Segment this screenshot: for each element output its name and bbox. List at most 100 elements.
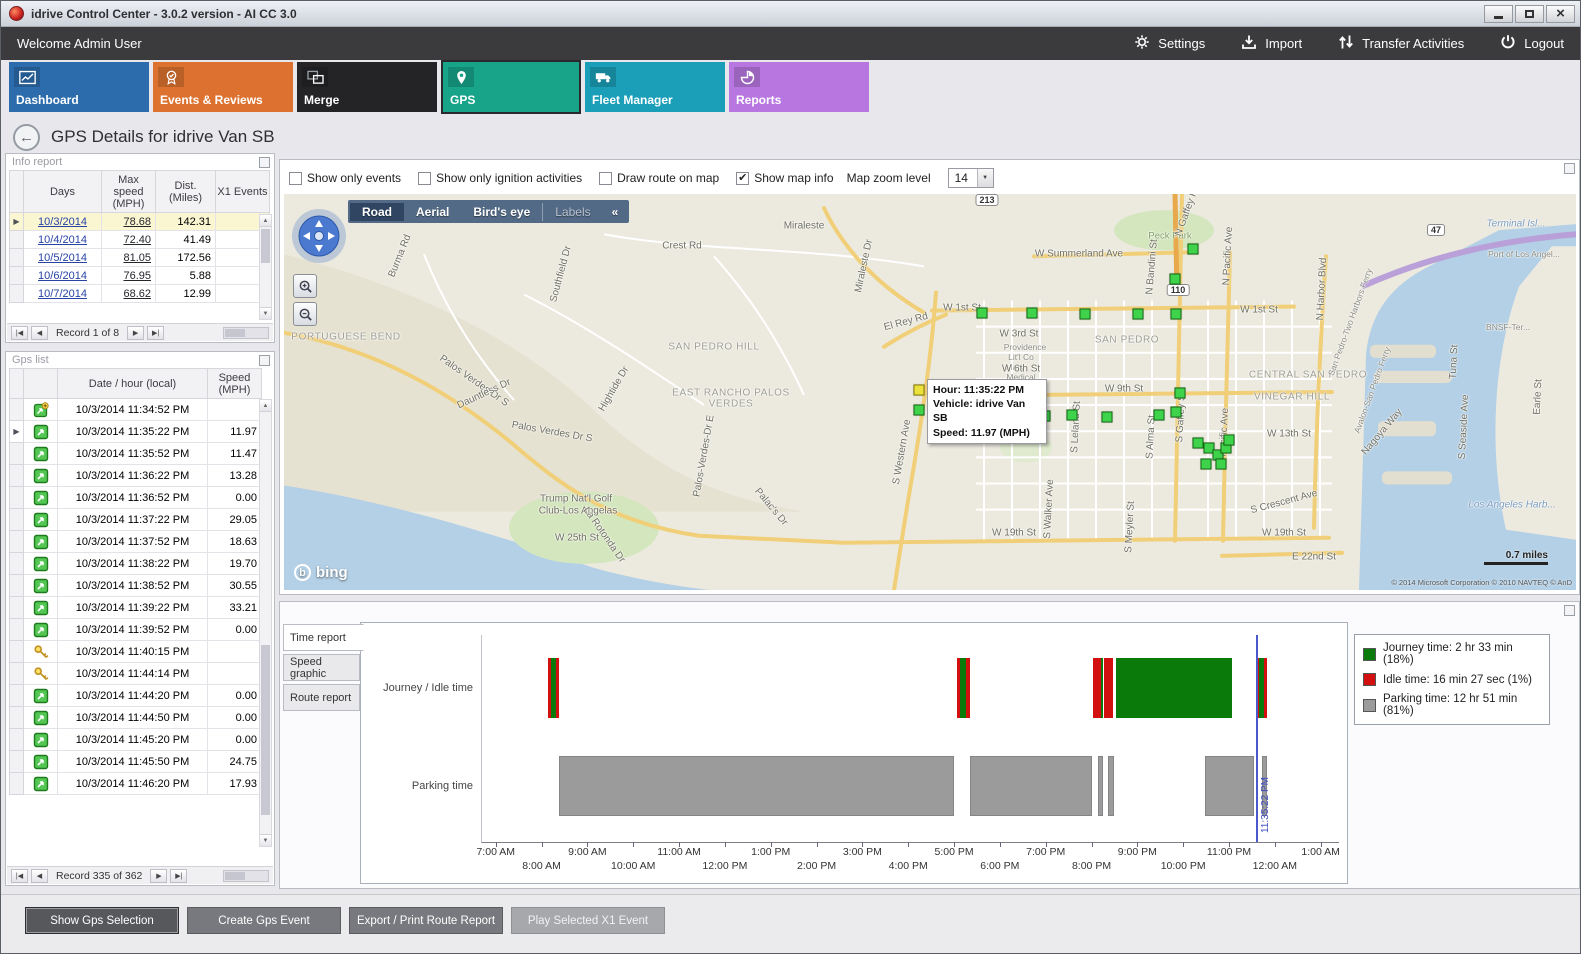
checkbox-box[interactable] bbox=[289, 171, 302, 185]
tab-events-reviews[interactable]: Events & Reviews bbox=[153, 62, 293, 112]
gps-list-row[interactable]: 10/3/2014 11:40:15 PM bbox=[9, 640, 262, 663]
map-bar-collapse-button[interactable]: « bbox=[611, 204, 619, 219]
gps-list-row[interactable]: 10/3/2014 11:45:50 PM 24.75 bbox=[9, 750, 262, 773]
tab-route-report[interactable]: Route report bbox=[283, 684, 360, 711]
day-cell[interactable]: 10/3/2014 bbox=[23, 212, 102, 231]
scroll-thumb[interactable] bbox=[225, 871, 245, 880]
checkbox-box[interactable] bbox=[418, 171, 432, 185]
gps-marker[interactable] bbox=[1170, 406, 1182, 418]
gps-list-row[interactable]: 10/3/2014 11:46:20 PM 17.93 bbox=[9, 772, 262, 795]
day-cell[interactable]: 10/7/2014 bbox=[23, 284, 102, 303]
column-header-speed[interactable]: Speed (MPH) bbox=[207, 368, 262, 399]
day-link[interactable]: 10/3/2014 bbox=[38, 215, 87, 228]
map-style-road[interactable]: Road bbox=[350, 202, 404, 221]
time-cursor[interactable] bbox=[1256, 635, 1258, 842]
column-header-dist[interactable]: Dist. (Miles) bbox=[155, 170, 216, 213]
next-record-button[interactable]: ▶ bbox=[150, 868, 168, 883]
max-speed-link[interactable]: 76.95 bbox=[123, 269, 151, 282]
gps-list-row[interactable]: 10/3/2014 11:36:52 PM 0.00 bbox=[9, 486, 262, 509]
gps-list-row[interactable]: 10/3/2014 11:37:22 PM 29.05 bbox=[9, 508, 262, 531]
max-speed-cell[interactable]: 78.68 bbox=[101, 212, 156, 231]
compass-control[interactable] bbox=[290, 207, 348, 265]
menubar-logout[interactable]: Logout bbox=[1500, 34, 1564, 53]
tab-speed-graphic[interactable]: Speed graphic bbox=[283, 654, 360, 681]
gps-marker[interactable] bbox=[1169, 273, 1181, 285]
gps-list-row[interactable]: 10/3/2014 11:37:52 PM 18.63 bbox=[9, 530, 262, 553]
gps-list-row[interactable]: 10/3/2014 11:39:52 PM 0.00 bbox=[9, 618, 262, 641]
gps-marker[interactable] bbox=[1223, 434, 1235, 446]
gps-list-row[interactable]: 10/3/2014 11:38:52 PM 30.55 bbox=[9, 574, 262, 597]
menubar-transfer-activities[interactable]: Transfer Activities bbox=[1338, 34, 1464, 53]
day-link[interactable]: 10/6/2014 bbox=[38, 269, 87, 282]
map-style-bird-s-eye[interactable]: Bird's eye bbox=[473, 204, 531, 219]
day-link[interactable]: 10/5/2014 bbox=[38, 251, 87, 264]
map[interactable]: Miraleste Peck Park W Summerland Ave Crest … bbox=[284, 194, 1576, 590]
last-record-button[interactable]: ▶| bbox=[147, 325, 165, 340]
menubar-import[interactable]: Import bbox=[1241, 34, 1302, 53]
checkbox-show-map-info[interactable]: ✔ Show map info bbox=[736, 171, 834, 185]
info-report-row[interactable]: 10/5/2014 81.05 172.56 bbox=[9, 248, 270, 267]
chevron-down-icon[interactable]: ▼ bbox=[976, 169, 993, 187]
info-report-row[interactable]: ▶ 10/3/2014 78.68 142.31 bbox=[9, 212, 270, 231]
gps-marker[interactable] bbox=[913, 384, 925, 396]
max-speed-link[interactable]: 81.05 bbox=[123, 251, 151, 264]
first-record-button[interactable]: |◀ bbox=[11, 868, 28, 883]
checkbox-show-only-ignition-activities[interactable]: Show only ignition activities bbox=[418, 171, 582, 185]
create-gps-event-button[interactable]: Create Gps Event bbox=[187, 907, 341, 934]
next-record-button[interactable]: ▶ bbox=[127, 325, 145, 340]
checkbox-draw-route-on-map[interactable]: Draw route on map bbox=[599, 171, 719, 185]
gps-list-row[interactable]: ▶ 10/3/2014 11:35:22 PM 11.97 bbox=[9, 420, 262, 443]
prev-record-button[interactable]: ◀ bbox=[31, 325, 48, 340]
max-speed-cell[interactable]: 68.62 bbox=[101, 284, 156, 303]
gps-list-row[interactable]: 10/3/2014 11:39:22 PM 33.21 bbox=[9, 596, 262, 619]
info-scrollbar[interactable]: ▲ ▼ bbox=[259, 214, 272, 320]
gps-scrollbar[interactable]: ▲ ▼ bbox=[259, 399, 272, 847]
gps-marker[interactable] bbox=[1174, 387, 1186, 399]
gps-list-row[interactable]: 10/3/2014 11:44:50 PM 0.00 bbox=[9, 706, 262, 729]
scroll-thumb[interactable] bbox=[225, 328, 245, 337]
map-style-labels[interactable]: Labels bbox=[542, 202, 602, 221]
day-cell[interactable]: 10/6/2014 bbox=[23, 266, 102, 285]
checkbox-box[interactable]: ✔ bbox=[736, 171, 750, 185]
max-speed-cell[interactable]: 81.05 bbox=[101, 248, 156, 267]
gps-marker[interactable] bbox=[976, 307, 988, 319]
back-button[interactable] bbox=[13, 123, 40, 151]
gps-marker[interactable] bbox=[1170, 308, 1182, 320]
checkbox-box[interactable] bbox=[599, 171, 613, 185]
collapse-panel-button[interactable] bbox=[1564, 605, 1575, 616]
gps-marker[interactable] bbox=[1203, 442, 1215, 454]
checkbox-show-only-events[interactable]: Show only events bbox=[289, 171, 401, 185]
maximize-button[interactable] bbox=[1515, 4, 1544, 23]
map-style-aerial[interactable]: Aerial bbox=[416, 204, 450, 219]
gps-marker[interactable] bbox=[1066, 409, 1078, 421]
column-header-days[interactable]: Days bbox=[23, 170, 102, 213]
day-cell[interactable]: 10/4/2014 bbox=[23, 230, 102, 249]
day-link[interactable]: 10/7/2014 bbox=[38, 287, 87, 300]
gps-marker[interactable] bbox=[1079, 308, 1091, 320]
gps-marker[interactable] bbox=[1153, 409, 1165, 421]
pager-scrollbar[interactable] bbox=[223, 869, 269, 882]
gps-marker[interactable] bbox=[913, 404, 925, 416]
scroll-down-icon[interactable]: ▼ bbox=[260, 834, 271, 846]
gps-list-row[interactable]: 10/3/2014 11:44:14 PM bbox=[9, 662, 262, 685]
max-speed-cell[interactable]: 76.95 bbox=[101, 266, 156, 285]
max-speed-link[interactable]: 68.62 bbox=[123, 287, 151, 300]
menubar-settings[interactable]: Settings bbox=[1134, 34, 1205, 53]
info-report-row[interactable]: 10/6/2014 76.95 5.88 bbox=[9, 266, 270, 285]
gps-marker[interactable] bbox=[1200, 458, 1212, 470]
scroll-up-icon[interactable]: ▲ bbox=[260, 400, 271, 412]
max-speed-link[interactable]: 78.68 bbox=[123, 215, 151, 228]
gps-marker[interactable] bbox=[1215, 458, 1227, 470]
tab-fleet-manager[interactable]: Fleet Manager bbox=[585, 62, 725, 112]
column-header-date-hour[interactable]: Date / hour (local) bbox=[57, 368, 208, 399]
collapse-panel-button[interactable] bbox=[1564, 163, 1575, 174]
info-report-row[interactable]: 10/4/2014 72.40 41.49 bbox=[9, 230, 270, 249]
gps-marker[interactable] bbox=[1187, 243, 1199, 255]
collapse-panel-button[interactable] bbox=[259, 157, 270, 168]
pager-scrollbar[interactable] bbox=[223, 326, 269, 339]
column-header-max-speed[interactable]: Max speed (MPH) bbox=[101, 170, 156, 213]
day-link[interactable]: 10/4/2014 bbox=[38, 233, 87, 246]
gps-marker[interactable] bbox=[1026, 307, 1038, 319]
close-button[interactable] bbox=[1546, 4, 1575, 23]
first-record-button[interactable]: |◀ bbox=[11, 325, 28, 340]
